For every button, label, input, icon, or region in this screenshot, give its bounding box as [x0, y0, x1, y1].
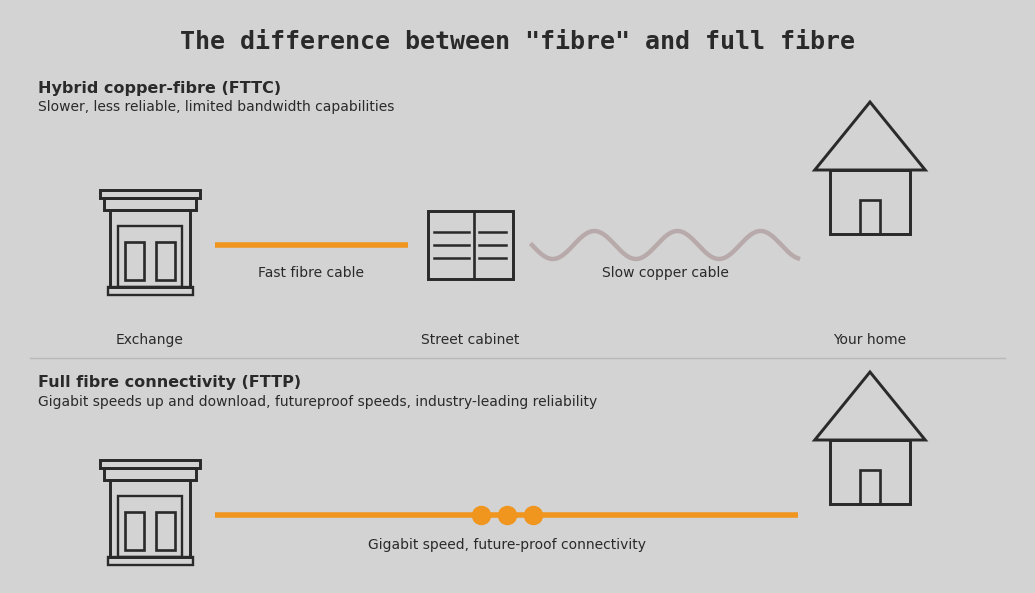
- Bar: [118, 496, 182, 557]
- Bar: [156, 242, 175, 280]
- Text: Hybrid copper-fibre (FTTC): Hybrid copper-fibre (FTTC): [38, 81, 282, 95]
- Text: The difference between "fibre" and full fibre: The difference between "fibre" and full …: [179, 30, 855, 54]
- Text: Gigabit speeds up and download, futureproof speeds, industry-leading reliability: Gigabit speeds up and download, futurepr…: [38, 395, 597, 409]
- Bar: [860, 470, 880, 503]
- Bar: [108, 557, 193, 565]
- Text: Slow copper cable: Slow copper cable: [601, 266, 729, 280]
- Text: Gigabit speed, future-proof connectivity: Gigabit speed, future-proof connectivity: [367, 538, 646, 552]
- Text: Exchange: Exchange: [116, 333, 184, 347]
- Bar: [105, 198, 196, 211]
- Text: Slower, less reliable, limited bandwidth capabilities: Slower, less reliable, limited bandwidth…: [38, 100, 394, 114]
- Text: Fast fibre cable: Fast fibre cable: [259, 266, 364, 280]
- Bar: [830, 170, 911, 234]
- Bar: [860, 200, 880, 234]
- Text: Full fibre connectivity (FTTP): Full fibre connectivity (FTTP): [38, 375, 301, 391]
- Bar: [118, 225, 182, 287]
- Bar: [110, 480, 190, 557]
- Bar: [110, 211, 190, 287]
- Bar: [125, 512, 144, 550]
- Bar: [427, 211, 512, 279]
- Bar: [125, 242, 144, 280]
- Text: Street cabinet: Street cabinet: [421, 333, 520, 347]
- Bar: [99, 460, 200, 468]
- Bar: [105, 468, 196, 480]
- Text: Your home: Your home: [833, 333, 907, 347]
- Bar: [99, 190, 200, 198]
- Bar: [108, 287, 193, 295]
- Bar: [830, 440, 911, 503]
- Bar: [156, 512, 175, 550]
